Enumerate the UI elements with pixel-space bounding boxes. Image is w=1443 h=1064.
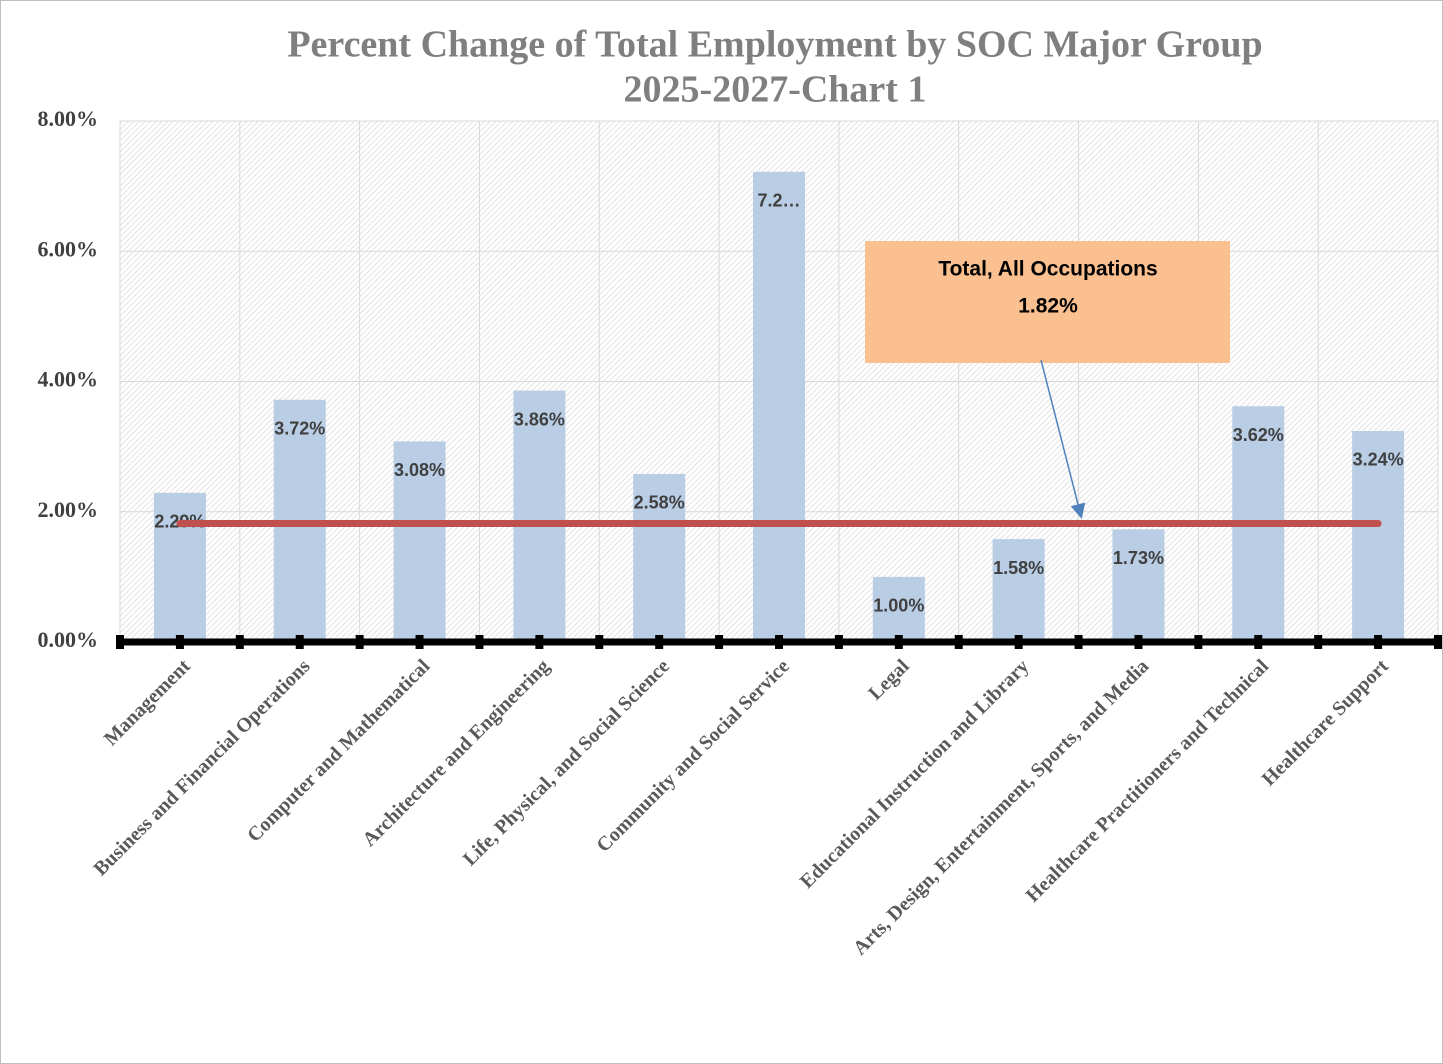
axis-tick	[655, 635, 664, 649]
axis-tick	[1314, 635, 1323, 649]
bar	[992, 539, 1045, 642]
axis-tick	[954, 635, 963, 649]
data-label: 3.86%	[514, 409, 565, 429]
axis-tick	[475, 635, 484, 649]
data-label: 3.72%	[274, 418, 325, 438]
annotation-arrow	[1040, 359, 1086, 519]
y-tick-label: 8.00%	[38, 106, 99, 131]
bar	[1112, 529, 1165, 642]
axis-tick	[535, 635, 544, 649]
bar	[513, 390, 566, 642]
axis-tick	[175, 635, 184, 649]
axis-tick	[1434, 635, 1442, 649]
axis-tick	[1254, 635, 1263, 649]
bar	[633, 473, 686, 642]
annotation-box	[865, 241, 1230, 363]
axis-tick	[1374, 635, 1383, 649]
axis-tick	[235, 635, 244, 649]
y-tick-label: 2.00%	[38, 497, 99, 522]
axis-tick	[595, 635, 604, 649]
bar	[393, 441, 446, 642]
axis-tick	[715, 635, 724, 649]
bar	[1352, 430, 1405, 642]
data-label: 1.58%	[993, 558, 1044, 578]
annotation-value: 1.82%	[1018, 295, 1078, 318]
axis-tick	[415, 635, 424, 649]
data-label: 1.00%	[873, 596, 924, 616]
bar	[153, 492, 206, 642]
axis-tick	[355, 635, 364, 649]
y-tick-label: 4.00%	[38, 367, 99, 392]
axis-tick	[775, 635, 783, 649]
data-label: 1.73%	[1113, 548, 1164, 568]
axis-tick	[295, 635, 304, 649]
chart-title: Percent Change of Total Employment by SO…	[287, 24, 1262, 66]
axis-tick	[1134, 635, 1143, 649]
axis-tick	[1014, 635, 1023, 649]
axis-tick	[834, 635, 843, 649]
data-label: 3.62%	[1233, 425, 1284, 445]
axis-tick	[1194, 635, 1203, 649]
axis-tick	[894, 635, 903, 649]
annotation-name: Total, All Occupations	[938, 258, 1157, 281]
y-tick-label: 0.00%	[38, 627, 99, 652]
axis-tick	[1074, 635, 1083, 649]
bar	[872, 576, 925, 642]
data-label: 3.24%	[1353, 450, 1404, 470]
chart-subtitle: 2025-2027-Chart 1	[624, 69, 927, 111]
data-label: 3.08%	[394, 460, 445, 480]
axis-tick	[116, 635, 124, 649]
bar	[753, 171, 805, 643]
y-tick-label: 6.00%	[38, 236, 99, 261]
data-label: 2.58%	[634, 493, 685, 513]
data-label: 7.2…	[757, 191, 800, 211]
